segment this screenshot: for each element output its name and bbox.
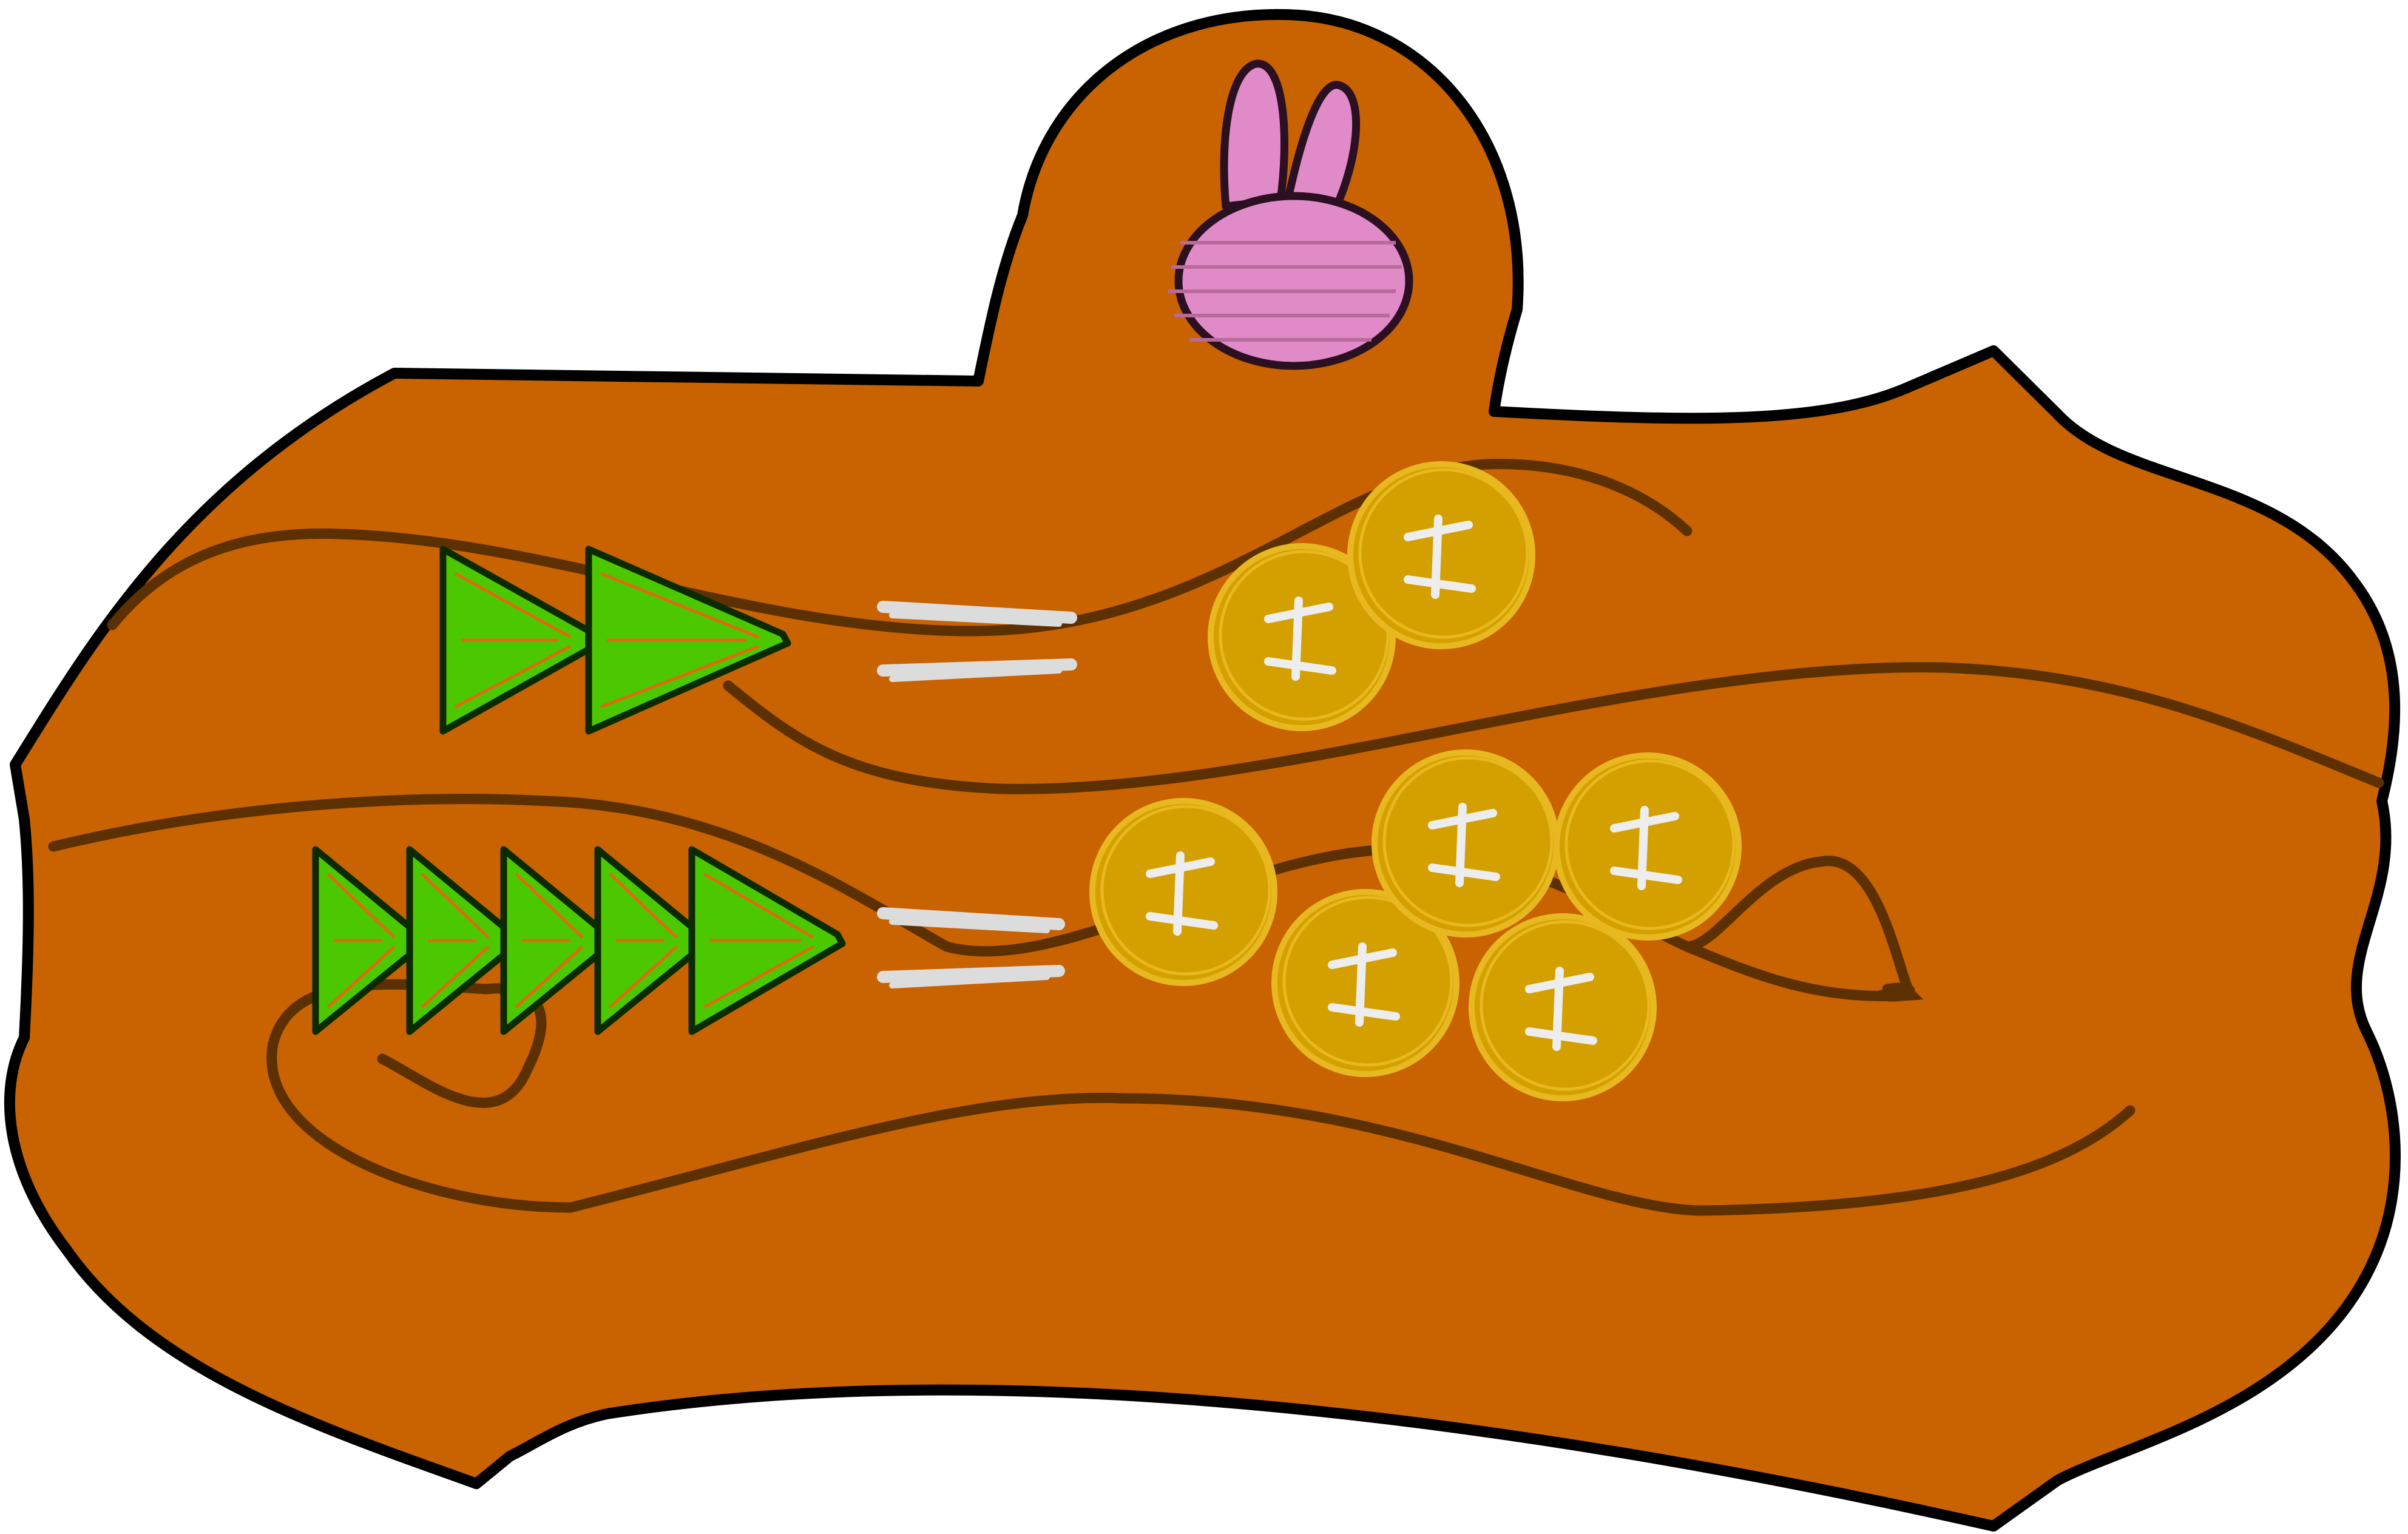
gold-coin-icon bbox=[1208, 543, 1396, 731]
equals-stroke bbox=[889, 919, 1050, 933]
arrow-group bbox=[439, 546, 791, 735]
rabbit-ear-left bbox=[1220, 59, 1288, 211]
arrow-crayon-hatching bbox=[515, 873, 584, 1009]
coin-body bbox=[1089, 798, 1277, 986]
arrow-crayon-hatching bbox=[600, 572, 759, 709]
grain-line bbox=[723, 662, 2384, 794]
coin-mark bbox=[1404, 515, 1476, 599]
trade-row-bottom bbox=[312, 749, 1742, 1101]
equals-sign-icon bbox=[877, 907, 1065, 988]
coin-rim bbox=[1564, 759, 1736, 930]
coin-mark bbox=[1146, 851, 1218, 936]
coin-body bbox=[1208, 543, 1396, 731]
gold-coin-icon bbox=[1469, 913, 1657, 1101]
rabbit-ear-right bbox=[1282, 81, 1361, 214]
coin-rim bbox=[1382, 756, 1554, 927]
coin-mark bbox=[1428, 803, 1500, 887]
coin-mark bbox=[1328, 942, 1400, 1027]
coin-rim bbox=[1282, 896, 1453, 1067]
arrow-crayon-hatching bbox=[421, 873, 490, 1009]
equals-stroke bbox=[877, 658, 1077, 677]
equals-stroke bbox=[889, 612, 1062, 627]
coin-body bbox=[1554, 752, 1742, 941]
coin-body bbox=[1371, 749, 1560, 938]
gold-coin-icon bbox=[1371, 749, 1560, 938]
coin-rim bbox=[1100, 805, 1271, 976]
grain-line bbox=[107, 459, 1693, 637]
coin-body bbox=[1469, 913, 1657, 1101]
equals-stroke bbox=[889, 974, 1050, 988]
arrow-crayon-hatching bbox=[454, 572, 572, 709]
coin-mark bbox=[1264, 596, 1336, 681]
coin-body bbox=[1271, 889, 1459, 1077]
gold-coin-icon bbox=[1271, 889, 1459, 1077]
coin-group bbox=[1089, 749, 1742, 1101]
coin-group bbox=[1208, 461, 1535, 731]
coin-body bbox=[1347, 461, 1535, 649]
equals-sign-icon bbox=[877, 601, 1077, 682]
coin-mark bbox=[1525, 967, 1597, 1051]
gold-coin-icon bbox=[1347, 461, 1535, 649]
coin-mark bbox=[1610, 806, 1682, 890]
rabbit-head-icon bbox=[1168, 59, 1413, 370]
rabbit-face bbox=[1174, 192, 1413, 370]
coin-rim bbox=[1358, 468, 1529, 639]
equals-stroke bbox=[877, 601, 1077, 624]
rabbit-crayon-hatching bbox=[1168, 241, 1402, 342]
equals-stroke bbox=[877, 907, 1065, 930]
equals-stroke bbox=[889, 667, 1062, 682]
coin-rim bbox=[1219, 550, 1390, 721]
arrow-crayon-hatching bbox=[609, 873, 678, 1009]
trade-row-top bbox=[439, 461, 1535, 735]
arrow-group bbox=[312, 846, 846, 1035]
equals-stroke bbox=[877, 965, 1065, 983]
gold-coin-icon bbox=[1089, 798, 1277, 986]
gold-coin-icon bbox=[1554, 752, 1742, 941]
arrow-crayon-hatching bbox=[326, 873, 396, 1009]
arrow-crayon-hatching bbox=[703, 872, 814, 1009]
coin-rim bbox=[1480, 920, 1651, 1091]
grain-line bbox=[1876, 982, 1915, 1002]
